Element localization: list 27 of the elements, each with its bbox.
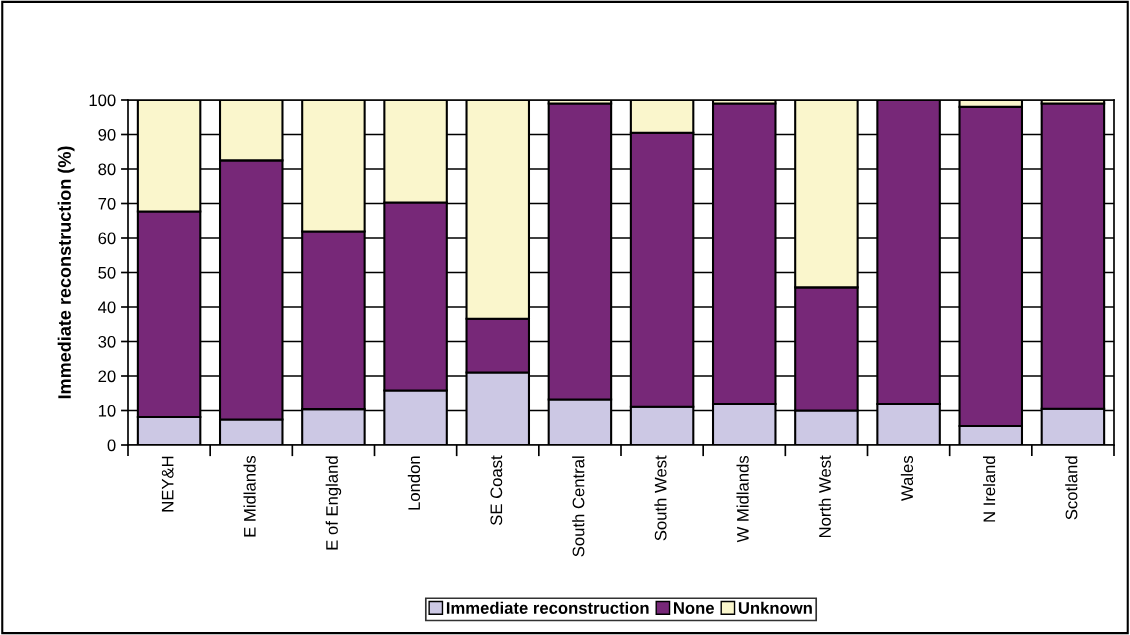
- y-tick-label: 100: [89, 94, 116, 107]
- legend-label: Unknown: [738, 601, 812, 614]
- x-tick-label: W Midlands: [736, 455, 749, 543]
- x-tick-label: NEY&H: [161, 456, 174, 512]
- x-tick-label: E of England: [325, 456, 342, 550]
- y-tick-label: 80: [98, 163, 116, 176]
- y-tick-label: 70: [98, 197, 116, 210]
- y-tick-label: 90: [98, 128, 116, 141]
- x-tick-label: E Midlands: [243, 455, 256, 537]
- x-tick-label: SE Coast: [490, 455, 503, 525]
- y-tick-label: 50: [98, 266, 116, 279]
- y-tick-label: 0: [107, 439, 116, 452]
- y-tick-label: 60: [98, 232, 116, 245]
- y-axis-title: Immediate reconstruction (%): [57, 146, 75, 399]
- y-tick-label: 40: [98, 301, 116, 314]
- y-tick-label: 20: [98, 370, 116, 383]
- x-tick-label: Scotland: [1065, 456, 1078, 520]
- x-tick-label: South West: [654, 455, 667, 541]
- legend-label: Immediate reconstruction: [446, 601, 649, 614]
- x-tick-label: North West: [818, 455, 831, 538]
- x-tick-label: South Central: [572, 456, 585, 557]
- x-tick-label: London: [407, 456, 421, 510]
- legend-label: None: [673, 602, 714, 614]
- y-tick-label: 10: [98, 404, 116, 417]
- x-tick-label: N Ireland: [982, 456, 996, 522]
- y-tick-label: 30: [98, 335, 116, 348]
- x-tick-label: Wales: [900, 455, 914, 501]
